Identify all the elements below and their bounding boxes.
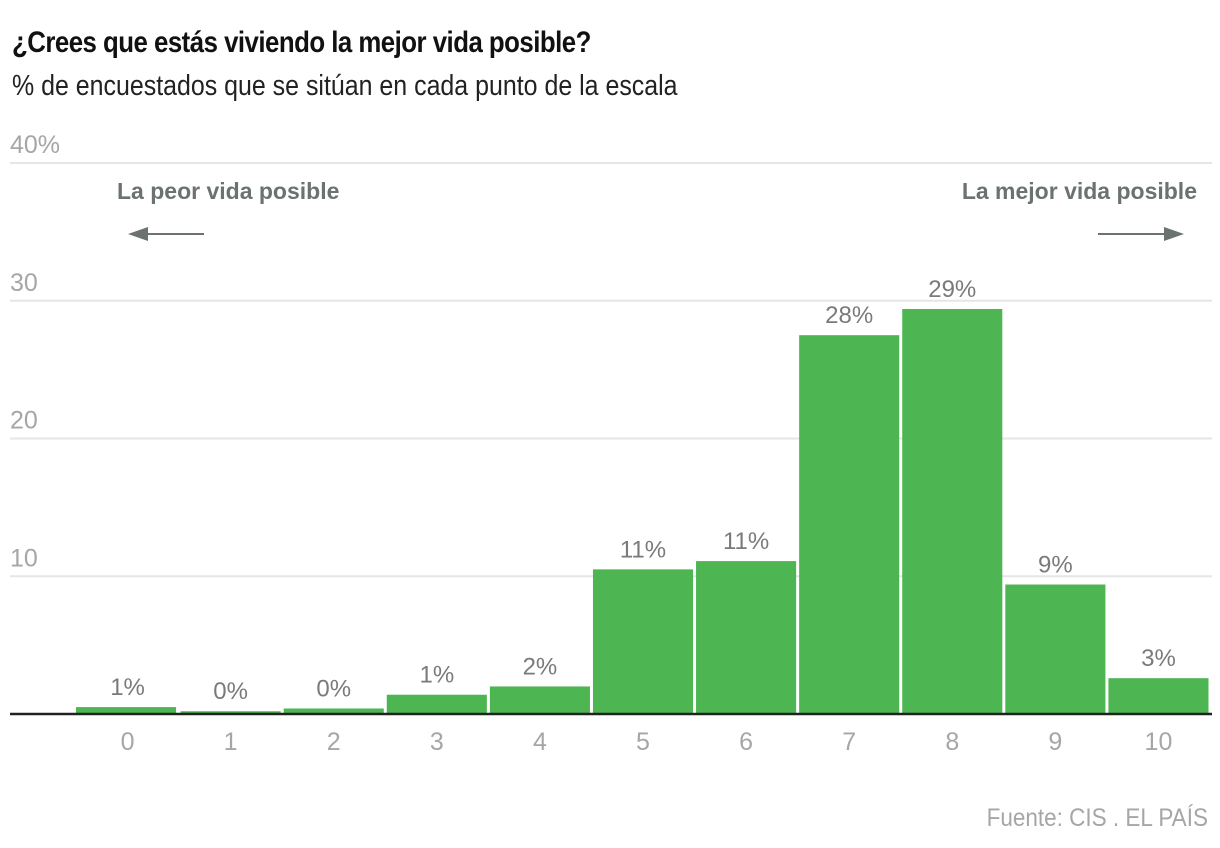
data-label: 29% bbox=[928, 276, 976, 303]
data-label: 11% bbox=[620, 536, 666, 563]
data-label: 28% bbox=[825, 302, 873, 329]
y-axis-ticks: 10 20 30 40% bbox=[10, 131, 60, 572]
annotation-worst-life: La peor vida posible bbox=[117, 178, 339, 204]
x-tick-label: 8 bbox=[945, 728, 959, 756]
y-tick-label: 20 bbox=[10, 407, 38, 435]
bar-9 bbox=[1005, 584, 1106, 714]
annotations: La peor vida posible La mejor vida posib… bbox=[117, 178, 1197, 241]
data-label: 1% bbox=[110, 674, 145, 701]
annotation-best-life: La mejor vida posible bbox=[962, 178, 1197, 204]
y-tick-label: 40% bbox=[10, 131, 60, 159]
bars bbox=[76, 309, 1209, 714]
gridlines bbox=[10, 162, 1212, 578]
chart-subtitle: % de encuestados que se sitúan en cada p… bbox=[12, 70, 678, 102]
x-tick-label: 0 bbox=[121, 728, 135, 756]
x-tick-label: 4 bbox=[533, 728, 547, 756]
bar-8 bbox=[902, 309, 1003, 714]
x-axis-ticks: 0 1 2 3 4 5 6 7 8 9 10 bbox=[121, 728, 1173, 756]
bar-7 bbox=[799, 335, 900, 714]
data-label: 0% bbox=[213, 678, 248, 705]
data-label: 1% bbox=[419, 662, 454, 689]
x-tick-label: 2 bbox=[327, 728, 341, 756]
x-tick-label: 6 bbox=[739, 728, 753, 756]
bar-6 bbox=[696, 561, 797, 714]
source-note: Fuente: CIS . EL PAÍS bbox=[986, 804, 1208, 832]
data-labels: 1% 0% 0% 1% 2% 11% 11% 28% 29% 9% 3% bbox=[110, 276, 1176, 705]
data-label: 11% bbox=[723, 528, 769, 555]
x-tick-label: 3 bbox=[430, 728, 444, 756]
data-label: 3% bbox=[1141, 645, 1176, 672]
data-label: 9% bbox=[1038, 552, 1073, 579]
data-label: 0% bbox=[316, 675, 351, 702]
x-tick-label: 1 bbox=[224, 728, 238, 756]
x-tick-label: 7 bbox=[842, 728, 856, 756]
bar-1 bbox=[180, 711, 281, 714]
bar-0 bbox=[76, 707, 177, 714]
x-tick-label: 9 bbox=[1048, 728, 1062, 756]
x-tick-label: 5 bbox=[636, 728, 650, 756]
y-tick-label: 10 bbox=[10, 544, 38, 572]
y-tick-label: 30 bbox=[10, 269, 38, 297]
bar-2 bbox=[283, 708, 384, 714]
right-arrow-icon bbox=[1098, 227, 1184, 241]
bar-4 bbox=[489, 686, 590, 714]
left-arrow-icon bbox=[128, 227, 204, 241]
chart-title: ¿Crees que estás viviendo la mejor vida … bbox=[12, 26, 591, 59]
bar-3 bbox=[386, 694, 487, 714]
bar-5 bbox=[592, 569, 694, 714]
x-tick-label: 10 bbox=[1145, 728, 1173, 756]
bar-10 bbox=[1108, 678, 1209, 714]
data-label: 2% bbox=[523, 653, 558, 680]
